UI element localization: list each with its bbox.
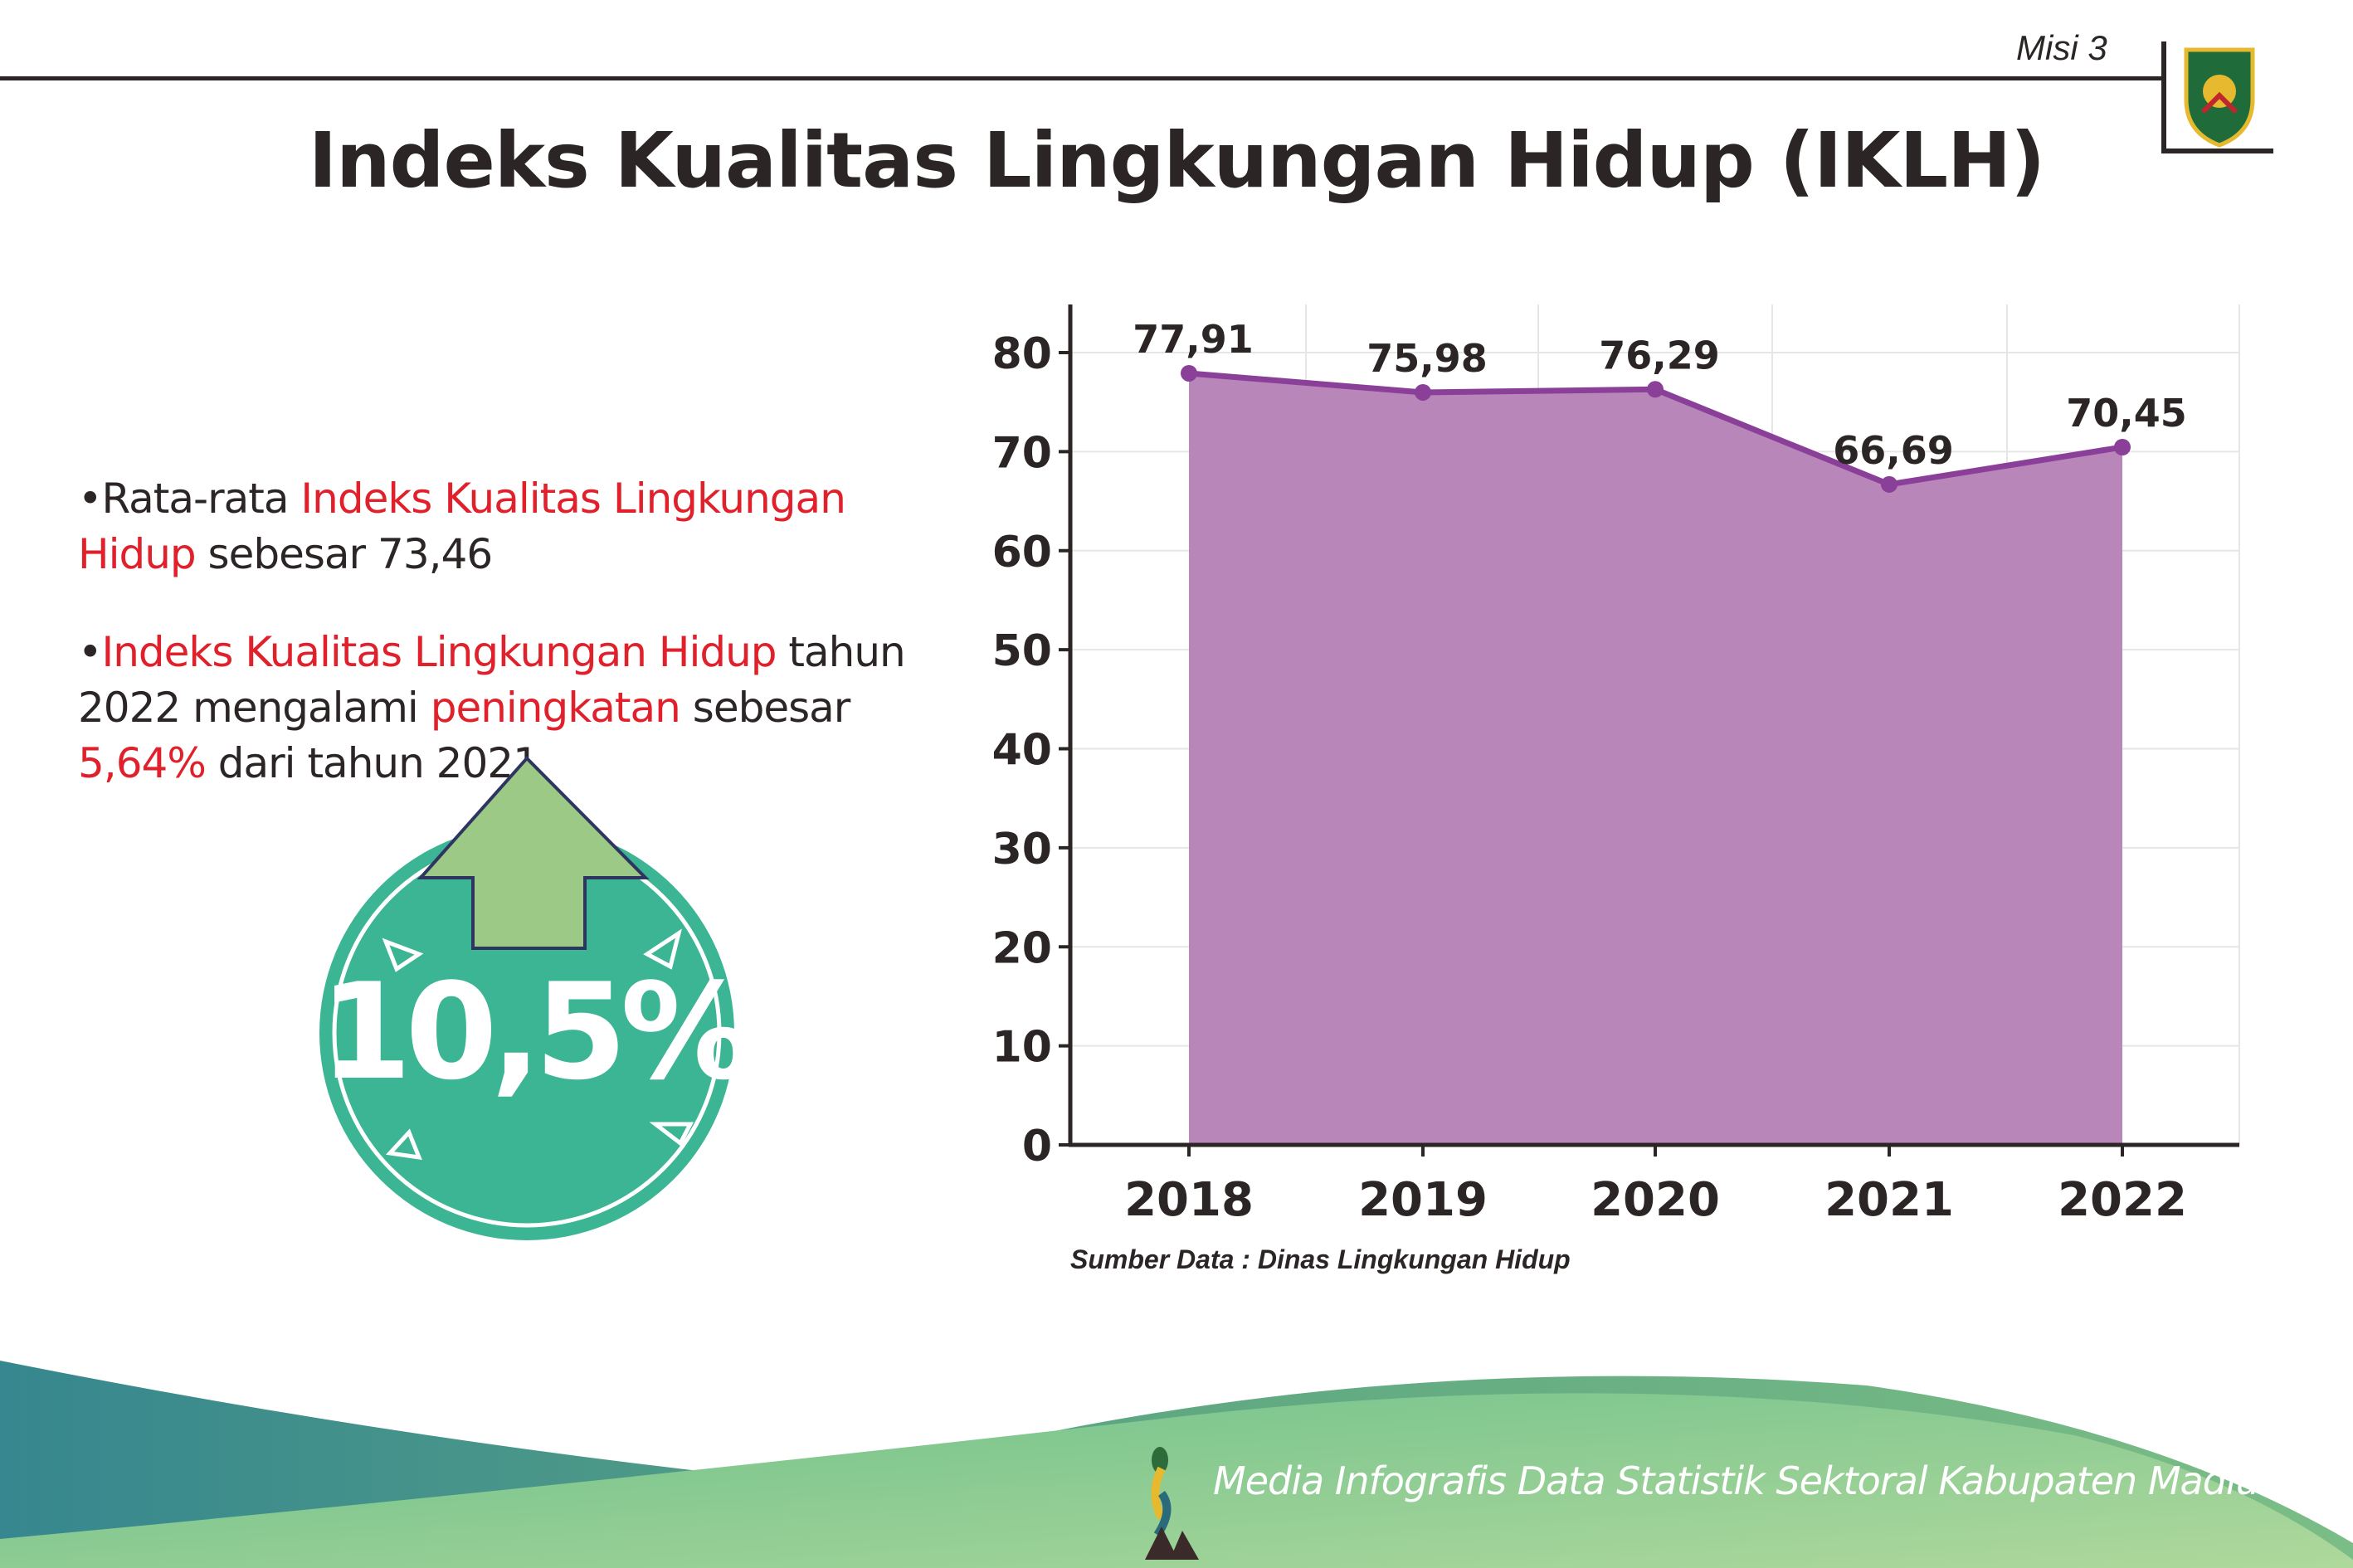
data-label: 77,91 [1133,317,1254,362]
data-point [2114,439,2131,456]
badge-circle [319,825,734,1240]
arrow-up-icon [417,756,650,950]
data-source: Sumber Data : Dinas Lingkungan Hidup [1070,1244,1571,1274]
data-point [1181,364,1197,382]
increase-value: 10,5% [319,954,753,1109]
data-point [1881,475,1898,493]
bullet-average: •Rata-rata Indeks Kualitas Lingkungan Hi… [78,475,846,578]
data-label: 70,45 [2066,391,2187,436]
y-tick-label: 20 [992,923,1052,973]
area-fill [1189,373,2122,1146]
section-label: Misi 3 [2016,28,2107,67]
y-tick-label: 0 [1022,1122,1052,1171]
y-tick-label: 50 [992,626,1052,676]
footer-wave [0,1361,2353,1568]
decor-triangles [382,928,694,1161]
data-label: 75,98 [1366,336,1488,381]
x-tick-label: 2021 [1824,1173,1954,1227]
y-tick-label: 10 [992,1023,1052,1073]
footer-caption: Media Infografis Data Statistik Sektoral… [1213,1458,2307,1503]
page-title: Indeks Kualitas Lingkungan Hidup (IKLH) [308,116,2045,205]
y-tick-label: 30 [992,825,1052,874]
x-tick-label: 2018 [1124,1173,1254,1227]
x-tick-label: 2019 [1358,1173,1488,1227]
statistik-logo-icon [1145,1447,1199,1560]
y-tick-label: 40 [992,726,1052,776]
data-label: 76,29 [1599,333,1720,377]
x-tick-label: 2022 [2058,1173,2187,1227]
data-label: 66,69 [1833,428,1954,473]
iklh-area-chart: 77,91 2018 75,98 2019 76,29 2020 66,69 2021 70,4… [992,304,2240,1227]
kabupaten-logo [2161,41,2273,153]
x-tick-label: 2020 [1591,1173,1720,1227]
data-point [1647,381,1664,398]
y-tick-label: 80 [992,329,1052,379]
y-tick-label: 70 [992,428,1052,478]
data-point [1415,383,1431,401]
increase-badge [319,756,734,1240]
header-divider [0,76,2161,80]
y-tick-label: 60 [992,528,1052,577]
bullet-increase: •Indeks Kualitas Lingkungan Hidup tahun … [78,628,906,787]
